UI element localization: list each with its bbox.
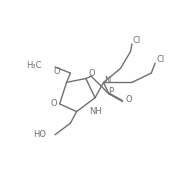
Text: O: O bbox=[50, 99, 57, 108]
Text: O: O bbox=[89, 69, 95, 78]
Text: P: P bbox=[108, 87, 113, 96]
Text: H₃C: H₃C bbox=[26, 61, 41, 70]
Text: O: O bbox=[126, 95, 132, 104]
Text: HO: HO bbox=[33, 130, 46, 139]
Text: NH: NH bbox=[89, 107, 101, 116]
Text: O: O bbox=[53, 67, 60, 76]
Text: Cl: Cl bbox=[132, 35, 140, 44]
Text: Cl: Cl bbox=[157, 55, 165, 64]
Text: N: N bbox=[104, 76, 111, 85]
